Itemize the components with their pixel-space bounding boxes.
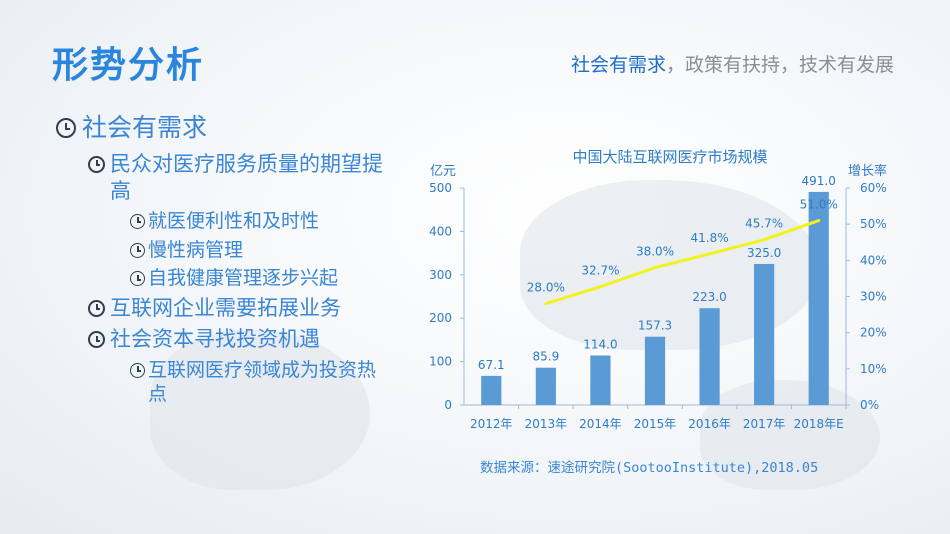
y2-tick-label: 20% [860,326,887,340]
growth-rate-label: 38.0% [636,245,674,259]
y-tick-label: 100 [429,355,452,369]
growth-rate-point [653,266,657,270]
growth-rate-point [817,219,821,223]
y-tick-label: 200 [429,311,452,325]
growth-rate-point [544,302,548,306]
y2-axis-label: 增长率 [848,163,887,179]
bar [481,375,502,405]
world-map-shape [150,330,370,490]
bar-value-label: 491.0 [802,174,836,188]
bar [808,191,829,405]
bullet-item: 社会有需求 [56,112,386,145]
x-tick-label: 2015年 [634,417,677,431]
y2-tick-label: 40% [860,253,887,267]
bar-value-label: 114.0 [583,338,617,352]
clock-icon [130,362,145,378]
bar [590,355,611,405]
y2-tick-label: 10% [860,362,887,376]
growth-rate-label: 28.0% [527,281,565,295]
clock-icon [130,271,145,287]
x-tick-label: 2016年 [688,417,731,431]
bullet-text: 就医便利性和及时性 [148,210,320,233]
bullet-text: 慢性病管理 [148,238,244,261]
clock-icon [88,155,105,173]
page-subtitle: 社会有需求，政策有扶持，技术有发展 [571,50,894,77]
clock-icon [130,214,145,230]
bar-value-label: 223.0 [692,290,726,304]
bullet-text: 社会资本寻找投资机遇 [110,327,320,352]
bullet-text: 民众对医疗服务质量的期望提高 [110,151,383,203]
clock-icon [88,331,105,349]
bar [754,263,775,405]
growth-rate-label: 41.8% [691,231,729,245]
bullet-item: 互联网企业需要拓展业务 [88,295,386,322]
y2-tick-label: 0% [860,398,879,412]
x-tick-label: 2012年 [470,417,513,431]
chart-title: 中国大陆互联网医疗市场规模 [572,148,767,166]
bullet-list: 社会有需求 民众对医疗服务质量的期望提高 就医便利性和及时性 慢性病管理 自我健… [56,112,386,411]
bullet-text: 互联网医疗领域成为投资热点 [148,358,377,406]
x-tick-label: 2013年 [525,417,568,431]
y-tick-label: 500 [429,181,452,195]
growth-rate-point [598,285,602,289]
bullet-item: 互联网医疗领域成为投资热点 [130,358,386,407]
chart-source: 数据来源：速途研究院(SootooInstitute),2018.05 [480,460,819,476]
clock-icon [88,300,105,318]
world-map-shape [700,380,880,490]
bullet-item: 慢性病管理 [130,238,386,263]
bar-value-label: 325.0 [747,246,781,260]
subtitle-highlight: 社会有需求 [570,54,666,76]
x-tick-label: 2014年 [579,417,622,431]
bar [644,336,666,405]
y2-tick-label: 30% [860,290,887,304]
bar [699,308,720,405]
bar-value-label: 157.3 [638,319,672,333]
growth-rate-label: 45.7% [745,217,783,231]
bullet-item: 民众对医疗服务质量的期望提高 [88,151,386,206]
bullet-text: 互联网企业需要拓展业务 [110,296,341,321]
growth-rate-line [545,219,820,306]
x-tick-label: 2017年 [743,417,786,431]
bullet-item: 社会资本寻找投资机遇 [88,326,386,353]
y2-tick-label: 60% [860,181,887,195]
bullet-item: 自我健康管理逐步兴起 [130,266,386,291]
page-title: 形势分析 [52,45,205,86]
growth-rate-point [762,238,766,242]
growth-rate-label: 51.0% [800,198,838,212]
clock-icon [130,242,145,258]
bar-value-label: 67.1 [478,358,505,372]
x-tick-label: 2018年E [794,417,844,431]
growth-rate-point [708,252,712,256]
bar [535,367,556,405]
bullet-text: 社会有需求 [82,113,208,142]
y2-tick-label: 50% [860,217,887,231]
bullet-text: 自我健康管理逐步兴起 [148,267,339,290]
y-axis-label: 亿元 [430,164,456,179]
clock-icon [56,118,76,138]
bar-value-label: 85.9 [532,350,559,364]
bullet-item: 就医便利性和及时性 [130,209,386,234]
growth-rate-label: 32.7% [581,264,619,278]
subtitle-rest: ，政策有扶持，技术有发展 [665,54,894,76]
y-tick-label: 0 [444,398,452,412]
y-tick-label: 400 [429,224,452,238]
y-tick-label: 300 [429,268,452,282]
